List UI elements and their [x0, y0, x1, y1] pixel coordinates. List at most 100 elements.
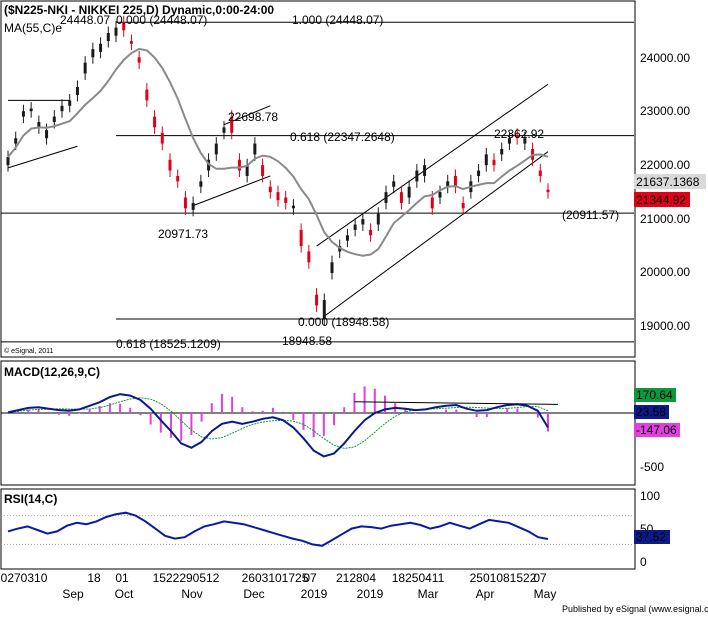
candle-body [392, 181, 396, 187]
macd-hist-text: -147.06 [636, 423, 677, 437]
candle-body [21, 111, 25, 117]
candle-body [14, 138, 18, 144]
macd-line-badge [634, 405, 669, 419]
candle-body [183, 197, 187, 209]
label-fib1-top: 1.000 (24448.07) [292, 13, 383, 27]
ma-label: MA(55,C)e [4, 21, 62, 35]
candle-body [6, 157, 10, 166]
macd-panel [0, 360, 636, 486]
candle-body [137, 57, 141, 63]
candle-body [291, 205, 295, 209]
candle-body [546, 189, 550, 193]
x-month-label: Sep [62, 587, 84, 601]
candle-body [515, 134, 519, 139]
last-price-text: 21637.1368 [636, 175, 700, 189]
candle-body [230, 116, 234, 133]
label-fib618-upper: 0.618 (22347.2648) [290, 130, 395, 144]
candle-body [68, 100, 72, 106]
candle-body [160, 132, 164, 144]
label-high-a: 24448.07 [60, 13, 110, 27]
candle-body [315, 294, 319, 306]
x-day-label: 212804 [336, 571, 376, 585]
candle-body [214, 143, 218, 155]
x-month-label: Apr [476, 587, 495, 601]
ma-line [7, 47, 549, 257]
label-level: (20911.57) [562, 208, 619, 222]
candle-body [114, 27, 118, 36]
candle-body [507, 138, 511, 144]
price-tick-19000: 19000.00 [640, 319, 690, 333]
label-fib0-top: 0.000 (24448.07) [116, 13, 207, 27]
macd-layer [1, 386, 634, 458]
candle-body [261, 165, 265, 176]
x-month-label: 2019 [357, 587, 384, 601]
candle-body [176, 175, 180, 182]
candle-body [369, 229, 373, 236]
price-layer [1, 15, 634, 343]
trendline-3 [192, 175, 271, 207]
candle-body [492, 159, 496, 166]
candle-body [330, 262, 334, 274]
x-day-label: 18250411 [392, 571, 445, 585]
candle-body [430, 197, 434, 209]
candle-body [477, 170, 481, 176]
candle-body [199, 181, 203, 187]
candle-body [446, 181, 450, 187]
watermark: © eSignal, 2011 [4, 347, 54, 355]
candle-body [52, 116, 56, 122]
candle-body [253, 143, 257, 155]
candle-body [153, 116, 157, 128]
price-tick-24000: 24000.00 [640, 51, 690, 65]
x-month-label: Dec [243, 587, 264, 601]
macd-title: MACD(12,26,9,C) [4, 365, 100, 379]
macd-signal-badge [634, 388, 676, 402]
candle-body [207, 159, 211, 171]
candle-body [168, 159, 172, 171]
candle-body [145, 89, 149, 101]
macd-trendline [354, 401, 559, 405]
candle-body [75, 86, 79, 96]
candle-body [438, 192, 442, 198]
x-month-label: Mar [418, 587, 439, 601]
candle-body [83, 62, 87, 74]
candle-body [415, 170, 419, 182]
rsi-title: RSI(14,C) [4, 492, 57, 506]
channel-lower [323, 151, 549, 317]
x-day-label: 2501081522 [470, 571, 537, 585]
rsi-tick-100: 100 [640, 489, 660, 503]
candle-body [129, 41, 133, 44]
candle-body [60, 105, 64, 112]
candle-body [399, 192, 403, 203]
macd-signal-text: 170.64 [636, 388, 673, 402]
candle-body [106, 32, 110, 42]
candle-body [353, 224, 357, 230]
label-fib618-lower: 0.618 (18525.1209) [116, 337, 221, 351]
x-day-label: 1320270310 [0, 571, 48, 585]
rsi-layer [1, 511, 634, 547]
candle-body [237, 159, 241, 171]
x-day-label: 01 [115, 571, 129, 585]
candle-body [500, 148, 504, 155]
rsi-badge [634, 530, 670, 544]
macd-tick-neg500: -500 [640, 460, 664, 474]
candle-body [91, 49, 95, 58]
candle-body [484, 154, 488, 166]
label-low-a: 20971.73 [158, 227, 208, 241]
x-day-label: 1522290512 [153, 571, 220, 585]
candle-body [345, 235, 349, 241]
x-month-label: Nov [181, 587, 202, 601]
candle-body [276, 192, 280, 201]
macd-line [7, 393, 549, 458]
price-tick-21000: 21000.00 [640, 212, 690, 226]
trendline-1 [7, 145, 78, 169]
rsi-line [7, 511, 549, 547]
candle-body [307, 251, 311, 263]
candle-body [538, 170, 542, 176]
candle-body [45, 130, 49, 139]
label-peak-b: 22698.78 [228, 110, 278, 124]
candle-body [245, 165, 249, 176]
x-day-label: 07 [533, 571, 547, 585]
candle-body [299, 229, 303, 247]
candle-body [461, 202, 465, 209]
